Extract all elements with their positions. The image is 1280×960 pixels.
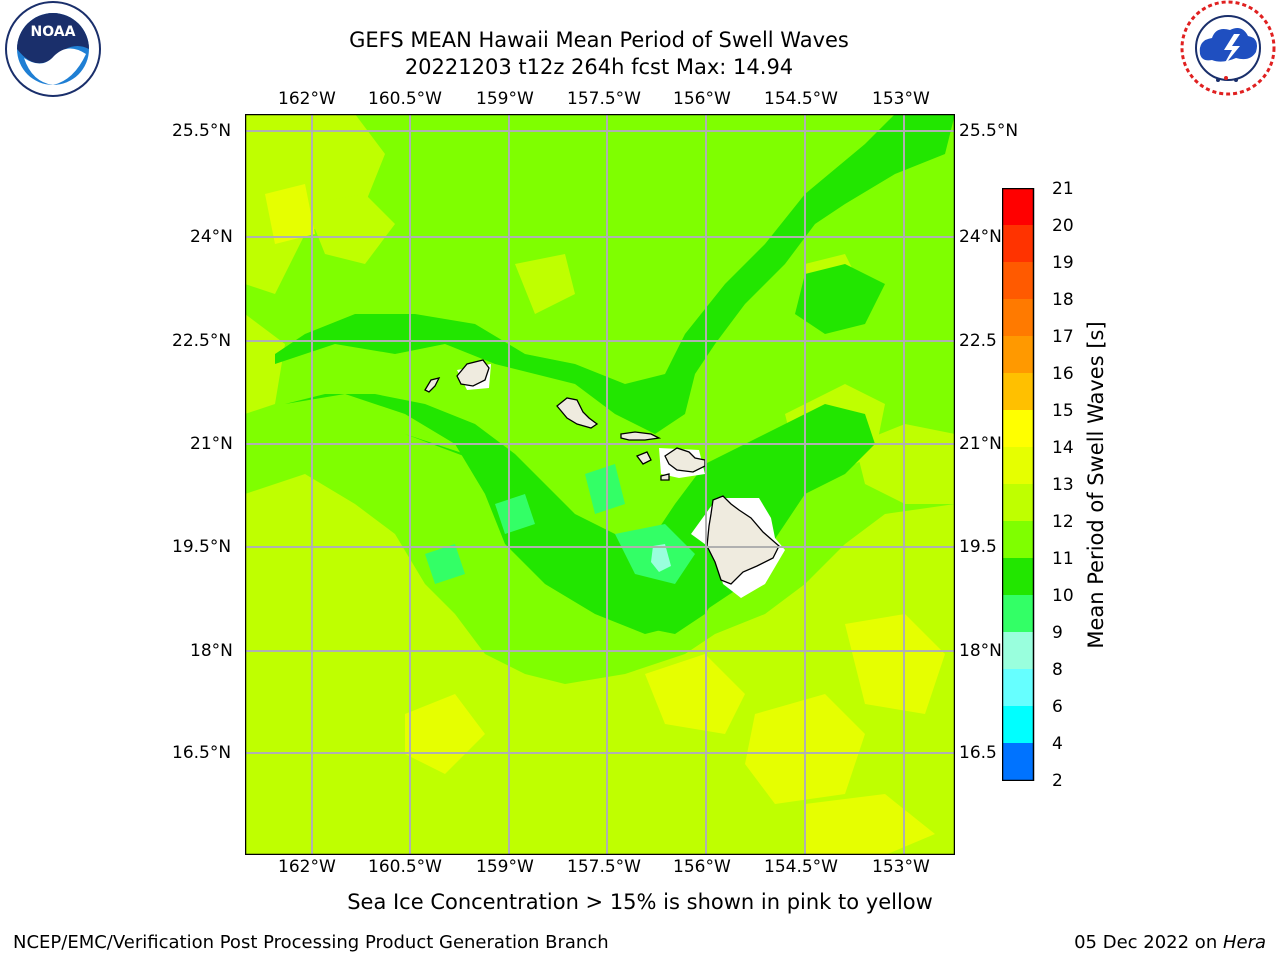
lat-tick-right: 18°N: [959, 641, 1002, 661]
field-9-10s: [651, 544, 671, 572]
colorbar-tick: 4: [1052, 734, 1063, 754]
lon-tick-bottom: 162°W: [278, 857, 336, 877]
colorbar-tick: 10: [1052, 586, 1074, 606]
colorbar-tick: 21: [1052, 179, 1074, 199]
footer-credit: NCEP/EMC/Verification Post Processing Pr…: [13, 932, 609, 953]
colorbar-segment: [1002, 484, 1034, 521]
lon-tick-top: 153°W: [872, 89, 930, 109]
colorbar-segment: [1002, 262, 1034, 299]
footer-date: 05 Dec 2022 on Hera: [1074, 932, 1266, 953]
colorbar-tick: 8: [1052, 660, 1063, 680]
lon-tick-bottom: 159°W: [476, 857, 534, 877]
colorbar-segment: [1002, 632, 1034, 669]
island-molokai: [620, 431, 662, 441]
lon-tick-top: 162°W: [278, 89, 336, 109]
lat-tick-left: 21°N: [190, 434, 233, 454]
colorbar-segment: [1002, 743, 1034, 780]
lat-tick-right: 19.5: [959, 537, 997, 557]
colorbar-tick: 11: [1052, 549, 1074, 569]
colorbar-tick: 6: [1052, 697, 1063, 717]
colorbar-tick: 16: [1052, 364, 1074, 384]
island-hawaii: [706, 495, 780, 585]
colorbar-tick: 20: [1052, 216, 1074, 236]
lat-tick-left: 25.5°N: [172, 121, 232, 141]
colorbar: [1002, 188, 1035, 781]
lat-tick-right: 21°N: [959, 434, 1002, 454]
lat-tick-left: 24°N: [190, 227, 233, 247]
lon-tick-top: 156°W: [673, 89, 731, 109]
colorbar-segment: [1002, 299, 1034, 336]
colorbar-segment: [1002, 595, 1034, 632]
colorbar-segment: [1002, 188, 1034, 225]
lon-tick-bottom: 160.5°W: [368, 857, 442, 877]
lon-tick-top: 154.5°W: [764, 89, 838, 109]
lon-tick-bottom: 156°W: [673, 857, 731, 877]
map-panel: [245, 114, 955, 855]
lon-tick-bottom: 153°W: [872, 857, 930, 877]
sea-ice-caption: Sea Ice Concentration > 15% is shown in …: [347, 890, 933, 914]
island-niihau: [424, 377, 441, 393]
lon-tick-bottom: 154.5°W: [764, 857, 838, 877]
lat-tick-left: 18°N: [190, 641, 233, 661]
colorbar-tick: 13: [1052, 475, 1074, 495]
footer-date-text: 05 Dec 2022 on: [1074, 932, 1223, 953]
colorbar-segment: [1002, 410, 1034, 447]
map-title: GEFS MEAN Hawaii Mean Period of Swell Wa…: [349, 28, 849, 52]
island-kauai: [456, 359, 490, 387]
map-frame: [245, 114, 955, 855]
lat-tick-left: 16.5°N: [172, 743, 232, 763]
lat-tick-right: 24°N: [959, 227, 1002, 247]
nws-logo: [1180, 0, 1276, 96]
map-grid: [245, 114, 955, 855]
footer-host: Hera: [1222, 932, 1266, 953]
colorbar-tick: 18: [1052, 290, 1074, 310]
island-kahoolawe: [660, 473, 670, 481]
lon-tick-top: 159°W: [476, 89, 534, 109]
colorbar-frame: [1002, 188, 1035, 781]
colorbar-tick: 15: [1052, 401, 1074, 421]
colorbar-segment: [1002, 447, 1034, 484]
lon-tick-top: 157.5°W: [567, 89, 641, 109]
colorbar-tick: 17: [1052, 327, 1074, 347]
colorbar-segment: [1002, 521, 1034, 558]
colorbar-tick: 12: [1052, 512, 1074, 532]
island-lanai: [635, 451, 652, 465]
lat-tick-left: 22.5°N: [172, 331, 232, 351]
colorbar-segment: [1002, 336, 1034, 373]
lat-tick-right: 25.5°N: [959, 121, 1019, 141]
hawaiian-islands: [424, 359, 780, 585]
colorbar-segment: [1002, 558, 1034, 595]
noaa-logo: NOAA: [5, 1, 101, 97]
lon-tick-top: 160.5°W: [368, 89, 442, 109]
colorbar-segment: [1002, 669, 1034, 706]
noaa-logo-text: NOAA: [31, 24, 76, 40]
colorbar-segment: [1002, 706, 1034, 743]
island-oahu: [556, 397, 599, 429]
colorbar-tick: 14: [1052, 438, 1074, 458]
colorbar-segment: [1002, 225, 1034, 262]
lat-tick-right: 16.5: [959, 743, 997, 763]
colorbar-title: Mean Period of Swell Waves [s]: [1084, 321, 1108, 649]
lat-tick-left: 19.5°N: [172, 537, 232, 557]
lon-tick-bottom: 157.5°W: [567, 857, 641, 877]
lat-tick-right: 22.5: [959, 331, 997, 351]
colorbar-tick: 19: [1052, 253, 1074, 273]
colorbar-segment: [1002, 373, 1034, 410]
colorbar-tick: 9: [1052, 623, 1063, 643]
colorbar-tick: 2: [1052, 771, 1063, 791]
map-subtitle: 20221203 t12z 264h fcst Max: 14.94: [404, 55, 794, 79]
